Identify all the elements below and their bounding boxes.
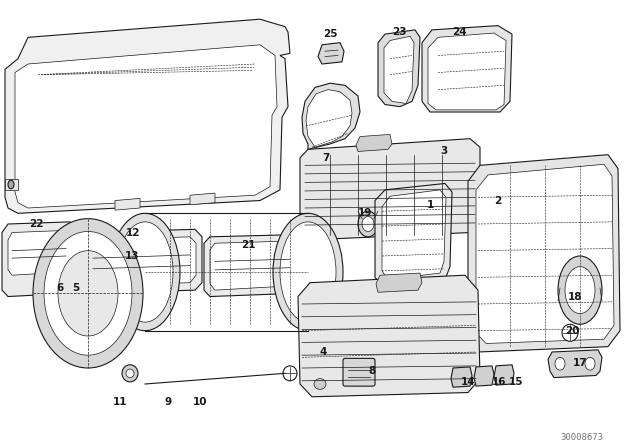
Ellipse shape (44, 232, 132, 355)
Text: 12: 12 (125, 228, 140, 237)
Polygon shape (15, 45, 277, 208)
Text: 30008673: 30008673 (561, 433, 604, 442)
Text: 24: 24 (452, 27, 467, 37)
Text: 23: 23 (392, 27, 406, 37)
Text: 8: 8 (369, 366, 376, 376)
Ellipse shape (273, 213, 343, 331)
Text: 13: 13 (125, 251, 140, 261)
Polygon shape (204, 235, 302, 297)
Text: 9: 9 (164, 397, 172, 407)
Text: 19: 19 (358, 208, 372, 218)
Ellipse shape (283, 366, 297, 381)
Ellipse shape (8, 180, 14, 189)
Polygon shape (190, 193, 215, 205)
Polygon shape (428, 33, 506, 110)
Polygon shape (298, 275, 480, 397)
Polygon shape (422, 26, 512, 112)
Text: 17: 17 (573, 358, 588, 368)
Polygon shape (548, 350, 602, 378)
Ellipse shape (454, 370, 466, 381)
Text: 4: 4 (319, 347, 326, 357)
Ellipse shape (558, 256, 602, 324)
Ellipse shape (122, 365, 138, 382)
Polygon shape (376, 273, 422, 292)
Ellipse shape (280, 222, 336, 322)
Polygon shape (5, 19, 290, 213)
Ellipse shape (110, 213, 180, 331)
Text: 2: 2 (494, 195, 502, 206)
Polygon shape (468, 155, 620, 352)
Ellipse shape (358, 211, 378, 237)
FancyBboxPatch shape (343, 358, 375, 386)
Ellipse shape (33, 219, 143, 368)
Polygon shape (115, 198, 140, 210)
Text: 11: 11 (113, 397, 127, 407)
Text: 7: 7 (323, 153, 330, 163)
Ellipse shape (585, 358, 595, 370)
Polygon shape (318, 43, 344, 64)
Text: 6: 6 (56, 283, 63, 293)
Polygon shape (384, 36, 414, 103)
Text: 22: 22 (29, 219, 44, 229)
Text: 15: 15 (509, 377, 524, 387)
Polygon shape (88, 237, 196, 286)
Polygon shape (375, 184, 452, 286)
Ellipse shape (314, 379, 326, 389)
Polygon shape (210, 241, 296, 290)
Text: 21: 21 (241, 240, 255, 250)
Polygon shape (378, 30, 420, 107)
Text: 3: 3 (440, 146, 447, 156)
Text: 1: 1 (426, 200, 434, 210)
Polygon shape (382, 190, 446, 280)
Ellipse shape (565, 267, 595, 314)
Polygon shape (302, 83, 360, 149)
Polygon shape (356, 134, 392, 151)
Text: 25: 25 (323, 29, 337, 39)
Ellipse shape (562, 324, 578, 341)
Polygon shape (300, 139, 480, 240)
Polygon shape (2, 222, 78, 297)
Text: 5: 5 (72, 283, 79, 293)
Ellipse shape (362, 216, 374, 232)
Polygon shape (494, 365, 514, 385)
Ellipse shape (126, 369, 134, 378)
Polygon shape (306, 90, 352, 147)
Polygon shape (476, 164, 614, 344)
Text: 18: 18 (568, 292, 582, 302)
Text: 16: 16 (492, 377, 506, 387)
Polygon shape (82, 229, 202, 293)
Polygon shape (8, 230, 72, 275)
Polygon shape (5, 179, 18, 190)
Polygon shape (451, 367, 472, 387)
Text: 10: 10 (193, 397, 207, 407)
Ellipse shape (117, 222, 173, 322)
Ellipse shape (58, 251, 118, 336)
Text: 20: 20 (564, 326, 579, 336)
Text: 14: 14 (461, 377, 476, 387)
Ellipse shape (555, 358, 565, 370)
Polygon shape (474, 366, 494, 386)
